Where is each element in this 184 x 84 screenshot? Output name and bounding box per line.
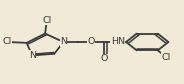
Text: Cl: Cl bbox=[162, 53, 171, 62]
Text: O: O bbox=[87, 37, 95, 47]
Text: Cl: Cl bbox=[3, 37, 12, 47]
Text: Cl: Cl bbox=[42, 16, 52, 25]
Text: HN: HN bbox=[111, 37, 125, 47]
Text: N: N bbox=[29, 51, 36, 60]
Text: N: N bbox=[60, 37, 67, 47]
Text: O: O bbox=[100, 54, 108, 63]
